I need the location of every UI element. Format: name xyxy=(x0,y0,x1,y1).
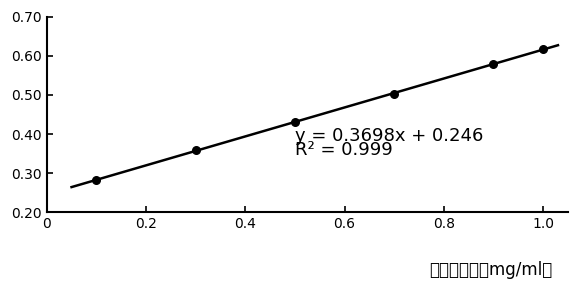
Point xyxy=(538,47,548,52)
Point xyxy=(390,92,399,97)
X-axis label: 硬酸锇浓度（mg/ml）: 硬酸锇浓度（mg/ml） xyxy=(429,261,552,279)
Point xyxy=(489,62,498,66)
Point xyxy=(191,148,200,153)
Point xyxy=(290,120,299,124)
Point xyxy=(91,177,101,182)
Text: y = 0.3698x + 0.246: y = 0.3698x + 0.246 xyxy=(295,127,483,145)
Text: R² = 0.999: R² = 0.999 xyxy=(295,141,393,159)
